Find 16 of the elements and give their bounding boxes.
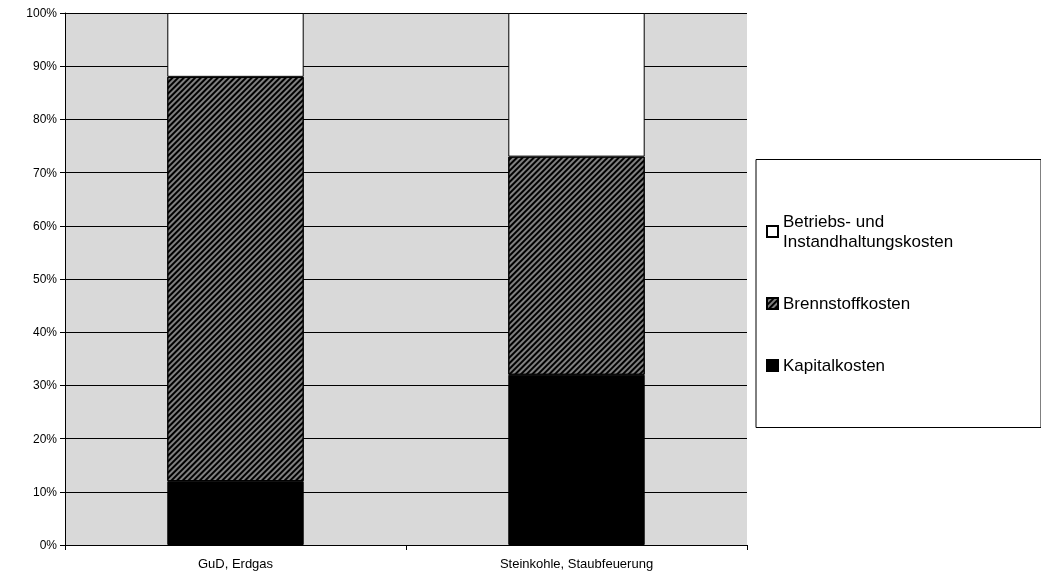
legend-label: Betriebs- und Instandhaltungskosten [783,212,954,251]
y-tick-label: 50% [32,272,58,286]
legend-label: Kapitalkosten [783,356,886,375]
y-tick-label: 80% [32,112,58,127]
y-tick-label: 20% [32,431,58,446]
x-tick-label: GuD, Erdgas [197,556,274,571]
y-tick-label: 30% [32,378,58,393]
x-tick-label: Steinkohle, Staubfeuerung [499,556,654,571]
y-tick-label: 90% [32,59,58,74]
y-tick-label: 0% [39,538,58,552]
y-tick-label: 40% [32,325,58,340]
y-tick-label: 10% [32,484,58,499]
y-tick-label: 60% [32,218,58,233]
y-tick-label: 70% [32,165,58,180]
legend-label: Brennstoffkosten [783,294,911,313]
y-tick-label: 100% [26,6,58,20]
